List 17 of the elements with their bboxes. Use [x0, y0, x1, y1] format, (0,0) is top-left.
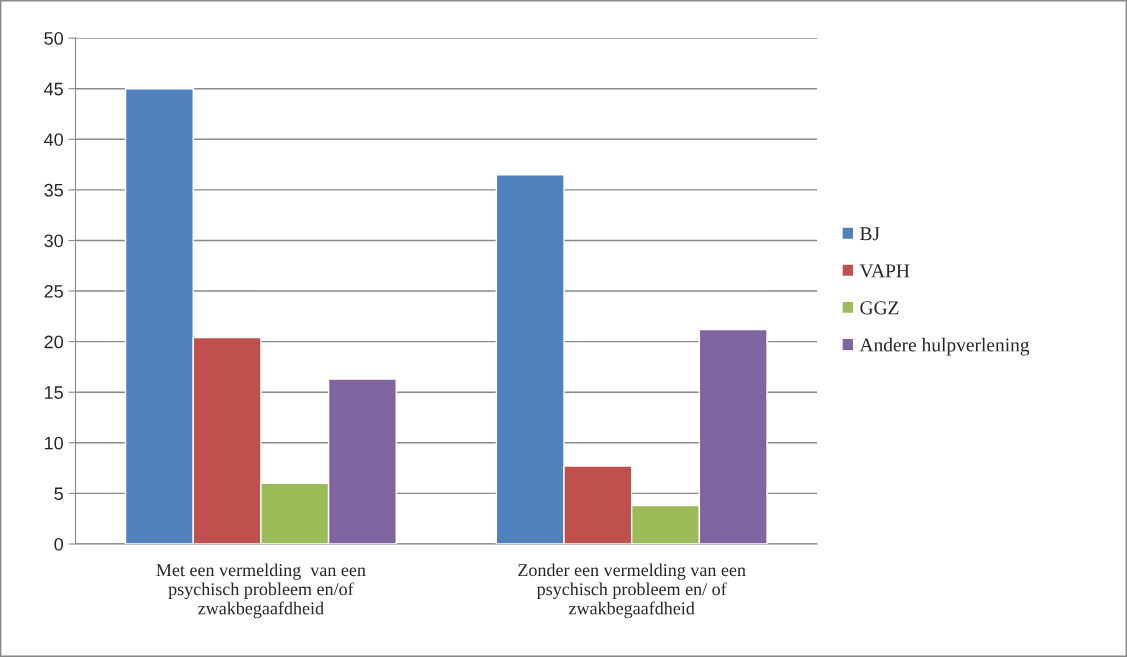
y-tick-label: 30 [44, 234, 63, 248]
y-tick-label: 35 [44, 183, 63, 197]
y-tick-label: 10 [45, 436, 63, 450]
legend-label: VAPH [859, 264, 910, 278]
y-tick-label: 0 [54, 537, 63, 551]
legend-label: Andere hulpverlening [859, 337, 1030, 356]
y-tick-label: 15 [45, 386, 63, 399]
y-tick-label: 40 [44, 133, 63, 146]
y-tick-label: 50 [44, 32, 63, 45]
legend-label: BJ [860, 227, 880, 241]
x-tick-label: Zonder een vermelding van een psychisch probleem en/ of zwakbegaafdheid [518, 563, 746, 619]
y-tick-label: 20 [44, 335, 63, 349]
y-tick-label: 5 [54, 487, 63, 501]
x-tick-label: Met een vermelding van een psychisch probleem en/of zwakbegaafdheid [156, 563, 366, 619]
legend-label: GGZ [860, 301, 899, 315]
y-tick-label: 45 [44, 82, 63, 96]
y-tick-label: 25 [44, 284, 63, 298]
